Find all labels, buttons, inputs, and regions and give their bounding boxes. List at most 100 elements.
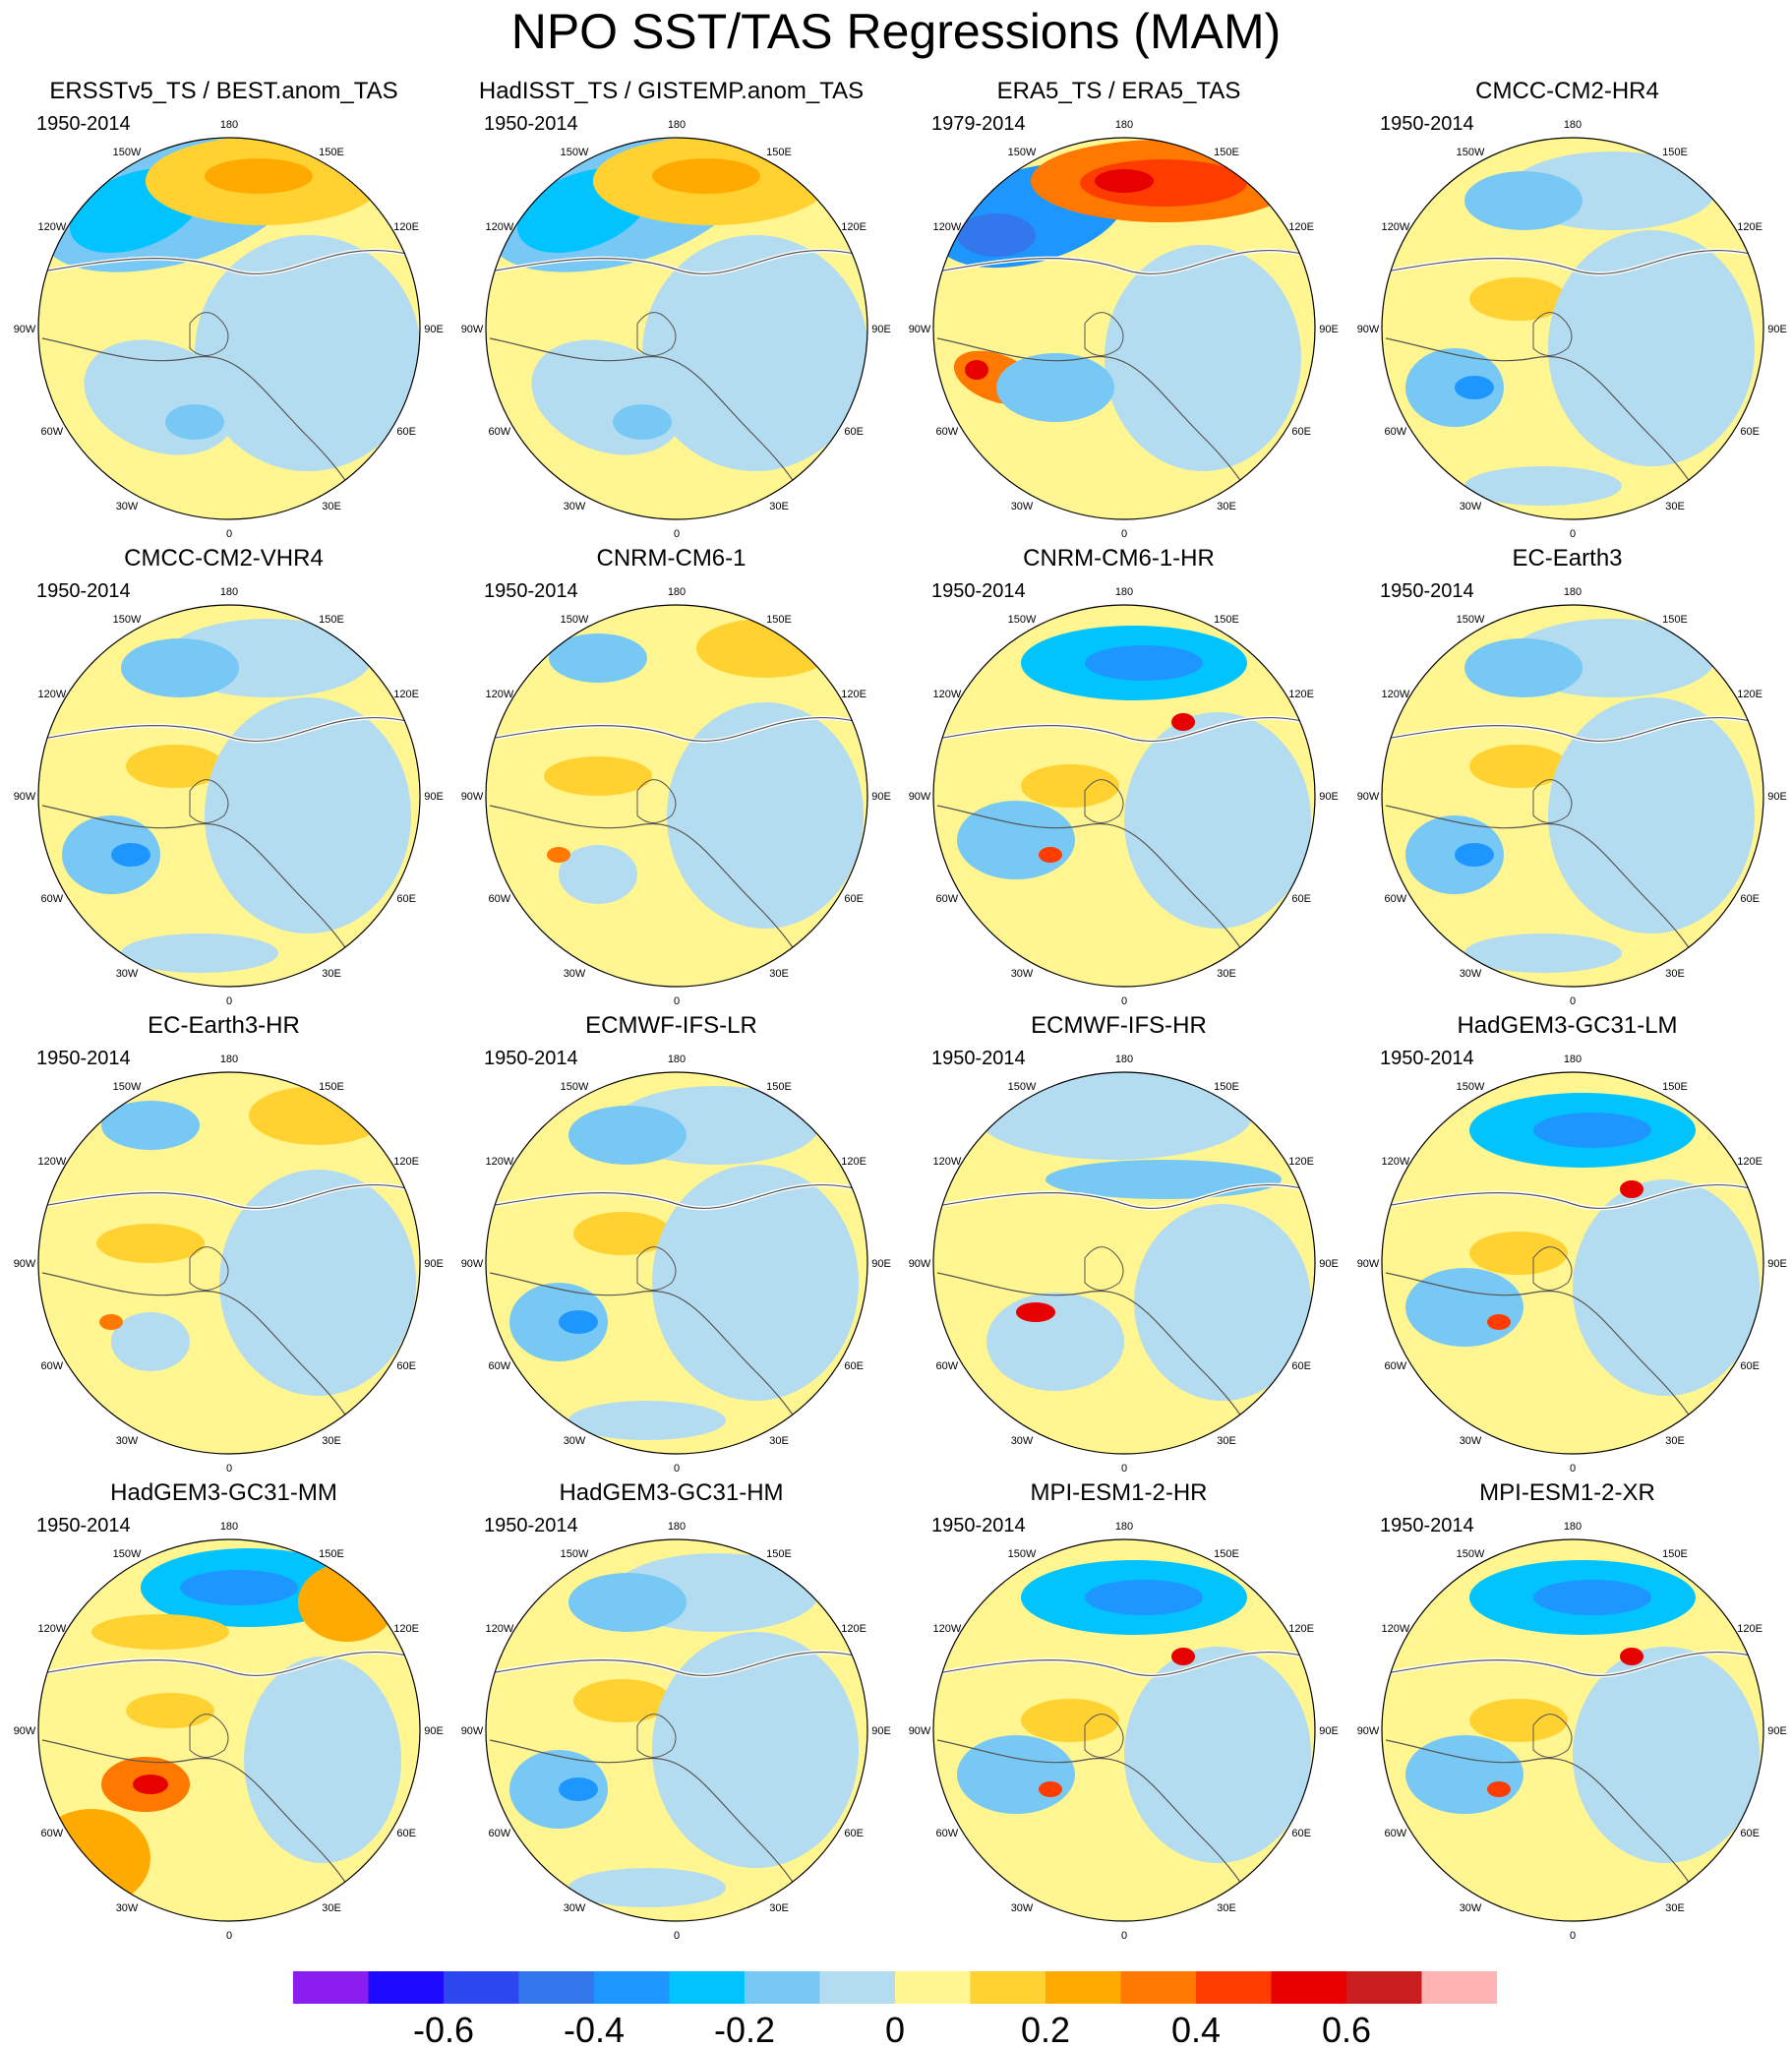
longitude-label: 150E	[1662, 147, 1688, 158]
longitude-label: 30W	[116, 968, 139, 980]
arctic-islands	[1084, 312, 1124, 356]
panel-title: CMCC-CM2-VHR4	[124, 545, 324, 572]
longitude-label: 30E	[322, 501, 341, 512]
longitude-label: 90W	[14, 324, 36, 335]
panel-period: 1950-2014	[931, 580, 1026, 602]
coastline	[41, 1184, 412, 1209]
longitude-label: 90W	[1357, 1725, 1380, 1737]
longitude-label: 30E	[1665, 1435, 1685, 1447]
anomaly-region	[1469, 1699, 1568, 1742]
panel-period: 1950-2014	[484, 113, 578, 135]
longitude-label: 30E	[1665, 1902, 1685, 1914]
colorbar-label: -0.4	[564, 2010, 625, 2044]
coastline	[41, 717, 412, 742]
longitude-label: 60E	[844, 1360, 864, 1372]
longitude-label: 150W	[113, 1081, 142, 1093]
longitude-label: 90W	[1357, 791, 1380, 803]
colorbar-box	[594, 1971, 670, 2004]
longitude-label: 120W	[485, 1156, 513, 1168]
longitude-label: 0	[1121, 995, 1127, 1007]
longitude-label: 90W	[1357, 324, 1380, 335]
map-frame	[932, 137, 1316, 520]
longitude-label: 30W	[1460, 1902, 1482, 1914]
longitude-label: 60W	[489, 426, 511, 438]
longitude-label: 90E	[1319, 324, 1339, 335]
longitude-label: 60W	[41, 1828, 64, 1839]
anomaly-region	[1464, 466, 1622, 506]
anomaly-region	[1469, 277, 1568, 321]
colorbar-label: -0.6	[413, 2010, 474, 2044]
panel-period: 1950-2014	[36, 113, 131, 135]
longitude-label: 30W	[116, 1435, 139, 1447]
anomaly-region	[568, 1868, 726, 1907]
panel-title: MPI-ESM1-2-HR	[1030, 1479, 1208, 1506]
polar-map: 180 150E 120E 90E 60E 30E 0 30W 60W 90W 120W 150W	[909, 1521, 1339, 1942]
colorbar-box	[819, 1971, 895, 2004]
map-frame	[1381, 604, 1764, 988]
anomaly-region	[1405, 1268, 1523, 1347]
anomaly-region	[1533, 1580, 1651, 1615]
map-frame	[37, 137, 421, 520]
longitude-label: 90E	[424, 1258, 444, 1270]
colorbar-box	[1346, 1971, 1422, 2004]
anomaly-region	[99, 1314, 123, 1330]
anomaly-region	[559, 845, 637, 904]
colorbar-label: 0.6	[1322, 2010, 1371, 2044]
map-frame	[932, 604, 1316, 988]
colorbar-box	[1271, 1971, 1346, 2004]
longitude-label: 90W	[14, 1725, 36, 1737]
anomaly-region	[1045, 1160, 1282, 1199]
anomaly-region	[1573, 1647, 1760, 1863]
colorbar-box	[1120, 1971, 1196, 2004]
anomaly-region	[996, 353, 1114, 422]
longitude-label: 180	[220, 119, 238, 131]
longitude-label: 120W	[485, 689, 513, 700]
longitude-label: 120W	[1381, 689, 1409, 700]
polar-map: 180 150E 120E 90E 60E 30E 0 30W 60W 90W 120W 150W	[1357, 1054, 1787, 1475]
longitude-label: 90E	[424, 791, 444, 803]
longitude-label: 0	[1121, 1930, 1127, 1942]
longitude-label: 120W	[932, 221, 961, 233]
arctic-islands	[636, 1714, 677, 1758]
map-panel: CMCC-CM2-HR4 1950-2014 180 150E 120E 90E 60E 30…	[1344, 77, 1791, 540]
polar-map: 180 150E 120E 90E 60E 30E 0 30W 60W 90W 120W 150W	[461, 586, 891, 1007]
anomaly-region	[559, 1310, 598, 1334]
longitude-label: 60E	[396, 893, 416, 905]
longitude-label: 180	[1564, 119, 1582, 131]
map-panel: EC-Earth3 1950-2014 180 150E 120E 90E 60E 30E 0 3…	[1344, 544, 1791, 1007]
panel-title: ERSSTv5_TS / BEST.anom_TAS	[49, 78, 398, 104]
longitude-label: 90W	[909, 1258, 931, 1270]
map-frame	[1381, 1071, 1764, 1455]
anomaly-region	[121, 934, 278, 973]
colorbar-box	[970, 1971, 1045, 2004]
map-panel: HadGEM3-GC31-HM 1950-2014 180 150E 120E 90E 60…	[448, 1478, 895, 1942]
polar-map: 180 150E 120E 90E 60E 30E 0 30W 60W 90W 120W 150W	[909, 1054, 1339, 1475]
longitude-label: 90E	[871, 1258, 891, 1270]
anomaly-region	[1021, 764, 1119, 808]
anomaly-region	[977, 1072, 1252, 1160]
anomaly-region	[613, 404, 672, 440]
arctic-islands	[636, 312, 677, 356]
longitude-label: 0	[226, 1463, 232, 1475]
anomaly-region	[1095, 169, 1154, 193]
longitude-label: 90W	[14, 791, 36, 803]
coastline	[1385, 1184, 1756, 1209]
coastline	[489, 250, 860, 274]
longitude-label: 60W	[936, 1360, 959, 1372]
coastline	[1385, 717, 1756, 742]
anomaly-region	[126, 1693, 214, 1728]
longitude-label: 150E	[1662, 1081, 1688, 1093]
longitude-label: 60E	[844, 1828, 864, 1839]
longitude-label: 150E	[319, 614, 344, 626]
longitude-label: 60W	[489, 893, 511, 905]
longitude-label: 120W	[37, 689, 66, 700]
anomaly-region	[696, 619, 834, 678]
longitude-label: 150W	[1457, 614, 1485, 626]
longitude-label: 60E	[1291, 426, 1311, 438]
panel-title: ERA5_TS / ERA5_TAS	[996, 78, 1241, 104]
anomaly-region	[244, 1656, 401, 1863]
longitude-label: 150W	[561, 1081, 589, 1093]
anomaly-region	[121, 638, 239, 697]
longitude-label: 150W	[1457, 147, 1485, 158]
anomaly-region	[568, 1106, 687, 1165]
